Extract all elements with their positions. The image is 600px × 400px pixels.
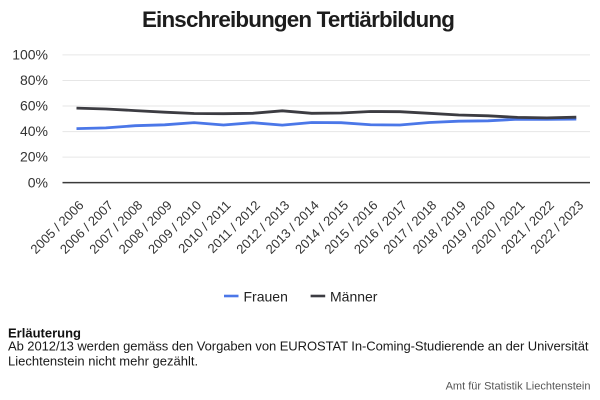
svg-text:Männer: Männer	[330, 289, 378, 305]
svg-text:Erläuterung: Erläuterung	[8, 326, 81, 341]
svg-text:100%: 100%	[12, 47, 48, 63]
svg-text:Liechtenstein nicht mehr gezäh: Liechtenstein nicht mehr gezählt.	[8, 354, 198, 369]
svg-text:Frauen: Frauen	[244, 289, 288, 305]
svg-text:Amt für Statistik Liechtenstei: Amt für Statistik Liechtenstein	[446, 381, 591, 393]
svg-text:0%: 0%	[28, 174, 48, 190]
svg-text:80%: 80%	[20, 72, 48, 88]
svg-text:60%: 60%	[20, 98, 48, 114]
svg-text:Ab 2012/13 werden gemäss den V: Ab 2012/13 werden gemäss den Vorgaben vo…	[8, 339, 589, 354]
svg-text:20%: 20%	[20, 149, 48, 165]
svg-text:Einschreibungen Tertiärbildung: Einschreibungen Tertiärbildung	[142, 7, 454, 32]
svg-text:40%: 40%	[20, 123, 48, 139]
